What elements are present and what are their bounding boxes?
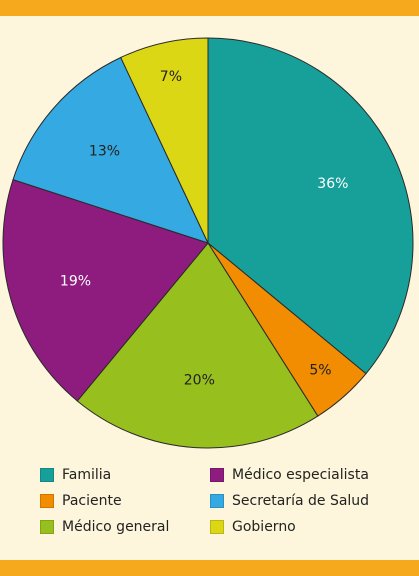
legend-swatch-familia <box>40 468 54 482</box>
legend-item-medico-especialista: Médico especialista <box>210 467 410 483</box>
legend-item-gobierno: Gobierno <box>210 519 410 535</box>
legend-swatch-medico-especialista <box>210 468 224 482</box>
bottom-accent-bar <box>0 560 419 576</box>
legend-swatch-medico-general <box>40 520 54 534</box>
top-accent-bar <box>0 0 419 16</box>
slice-label-m-dico-especialista: 19% <box>60 274 91 290</box>
legend-swatch-paciente <box>40 494 54 508</box>
legend-swatch-secretaria-de-salud <box>210 494 224 508</box>
pie-slice-m-dico-especialista <box>2 179 209 402</box>
legend-label: Médico general <box>62 519 170 535</box>
slice-label-m-dico-general: 20% <box>184 373 215 389</box>
legend-item-paciente: Paciente <box>40 493 210 509</box>
legend-item-familia: Familia <box>40 467 210 483</box>
legend-label: Gobierno <box>232 519 296 535</box>
pie-slice-gobierno <box>120 37 209 244</box>
legend-label: Paciente <box>62 493 122 509</box>
legend-item-secretaria-de-salud: Secretaría de Salud <box>210 493 410 509</box>
slice-label-secretar-a-de-salud: 13% <box>89 144 120 160</box>
legend-label: Médico especialista <box>232 467 369 483</box>
legend: Familia Médico especialista Paciente Sec… <box>40 462 410 542</box>
slice-label-gobierno: 7% <box>160 69 182 85</box>
legend-item-medico-general: Médico general <box>40 519 210 535</box>
pie-slice-familia <box>207 37 414 375</box>
slice-label-familia: 36% <box>317 176 348 192</box>
legend-label: Secretaría de Salud <box>232 493 370 509</box>
pie-slice-m-dico-general <box>76 242 319 449</box>
legend-label: Familia <box>62 467 112 483</box>
legend-swatch-gobierno <box>210 520 224 534</box>
pie-chart: 36% 5% 20% 19% 13% 7% <box>2 37 414 449</box>
slice-label-paciente: 5% <box>309 363 331 379</box>
pie-slice-secretar-a-de-salud <box>12 56 209 244</box>
